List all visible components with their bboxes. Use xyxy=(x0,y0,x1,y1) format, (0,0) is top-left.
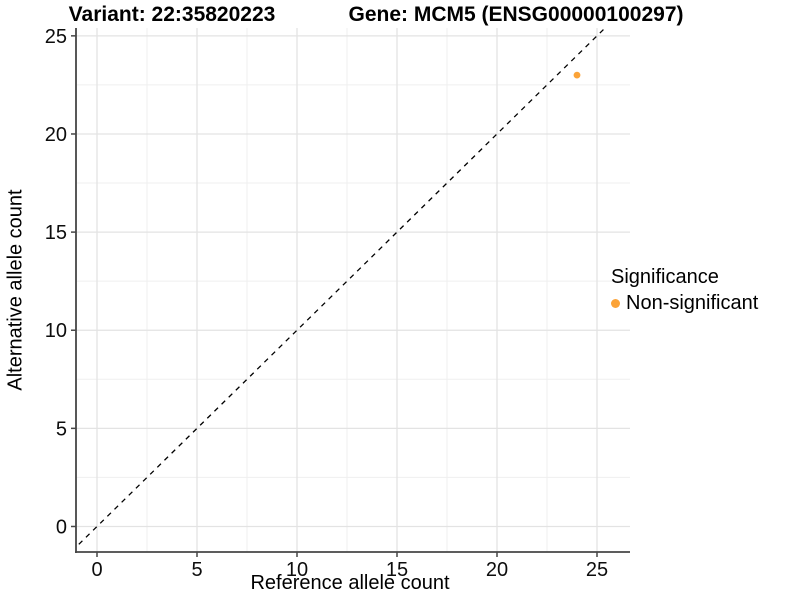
legend-entry: Non-significant xyxy=(611,292,758,315)
legend-entry-label: Non-significant xyxy=(626,292,759,314)
x-tick-label: 15 xyxy=(386,559,408,581)
x-tick-label: 5 xyxy=(191,559,202,581)
y-tick-label: 25 xyxy=(45,26,67,48)
y-tick-label: 10 xyxy=(45,320,67,342)
y-tick-label: 0 xyxy=(56,516,67,538)
gene-title: Gene: MCM5 (ENSG00000100297) xyxy=(348,3,684,26)
y-axis-title: Alternative allele count xyxy=(4,189,27,391)
y-tick-label: 20 xyxy=(45,124,67,146)
legend: Significance Non-significant xyxy=(611,266,758,315)
y-tick-label: 5 xyxy=(56,418,67,440)
x-tick-label: 10 xyxy=(286,559,308,581)
x-tick-label: 25 xyxy=(586,559,608,581)
legend-title: Significance xyxy=(611,266,719,288)
x-tick-label: 0 xyxy=(91,559,102,581)
x-axis-title: Reference allele count xyxy=(250,572,450,594)
identity-reference-line xyxy=(76,28,606,549)
y-tick-label: 15 xyxy=(45,222,67,244)
x-tick-label: 20 xyxy=(486,559,508,581)
variant-title: Variant: 22:35820223 xyxy=(68,3,276,26)
data-point xyxy=(573,71,581,79)
legend-point-icon xyxy=(611,299,620,308)
